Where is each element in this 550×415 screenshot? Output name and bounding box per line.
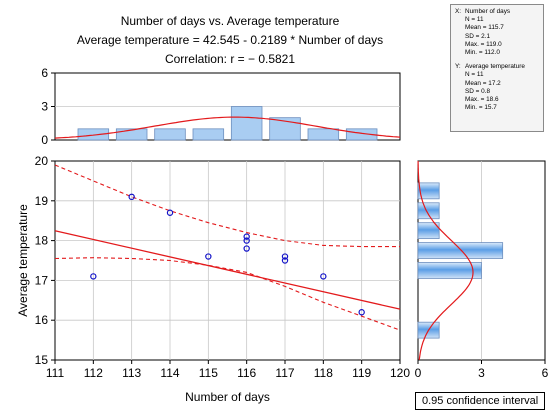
x-tick-label: 117	[275, 366, 294, 380]
x-tick-label: 112	[84, 366, 103, 380]
scatter-plot-frame	[54, 160, 401, 361]
right-histogram-bar	[417, 222, 440, 240]
ci-lower-band	[54, 257, 401, 331]
regression-equation: Average temperature = 42.545 - 0.2189 * …	[76, 33, 384, 47]
data-point	[243, 245, 250, 252]
x-stats-mean: Mean = 115.7	[465, 24, 504, 32]
regression-line	[54, 230, 401, 310]
top-histogram-ticks: 0 3 6	[41, 66, 55, 147]
y-tick-label: 18	[35, 234, 49, 248]
y-tick-label: 16	[35, 313, 49, 327]
top-histogram-bar	[307, 128, 340, 141]
x-stats-axis: X:	[455, 8, 462, 15]
data-point	[166, 209, 174, 216]
x-stats-n: N = 11	[465, 16, 484, 24]
y-axis-ticks: 15 16 17 18 19 20	[35, 154, 55, 367]
right-histogram-bar	[417, 202, 440, 220]
right-histogram-bar	[417, 242, 504, 259]
data-points	[90, 193, 365, 316]
right-tick-label: 0	[415, 366, 422, 380]
data-point	[243, 233, 250, 240]
top-histogram: 0 3 6	[41, 66, 401, 147]
data-point	[128, 193, 135, 201]
top-histogram-bar	[230, 106, 263, 141]
data-point	[358, 309, 365, 316]
top-histogram-bar	[77, 128, 110, 141]
right-histogram: 0 3 6	[415, 160, 549, 380]
right-histogram-bars	[417, 182, 504, 339]
top-tick-label: 0	[41, 133, 48, 147]
top-histogram-bar	[115, 128, 148, 141]
x-axis-ticks: 111 112 113 114 115 116 117 118 119 120	[46, 360, 410, 380]
x-tick-label: 116	[237, 366, 256, 380]
data-point	[90, 273, 97, 280]
top-tick-label: 3	[41, 100, 48, 114]
y-stats-mean: Mean = 17.2	[465, 79, 501, 87]
x-tick-label: 120	[390, 366, 410, 380]
data-point	[281, 253, 289, 260]
x-stats-sd: SD = 2.1	[465, 32, 491, 40]
right-histogram-bar	[417, 182, 440, 200]
right-tick-label: 6	[542, 366, 549, 380]
top-histogram-bars	[77, 106, 378, 141]
x-tick-label: 113	[122, 366, 141, 380]
x-tick-label: 119	[352, 366, 371, 380]
top-tick-label: 6	[41, 66, 48, 80]
scatter-plot: 111 112 113 114 115 116 117 118 119 120 151617181…	[16, 154, 410, 404]
y-stats-sd: SD = 0.8	[465, 87, 491, 95]
y-tick-label: 19	[35, 194, 49, 208]
x-tick-label: 111	[46, 366, 65, 380]
right-tick-label: 3	[478, 366, 485, 380]
x-stats-max: Max. = 119.0	[465, 40, 502, 48]
y-tick-label: 17	[35, 273, 49, 287]
y-tick-label: 15	[35, 353, 49, 367]
data-point	[320, 273, 327, 280]
right-histogram-bar	[417, 262, 482, 279]
ci-upper-band	[54, 164, 400, 248]
x-stats-name: Number of days	[465, 8, 511, 15]
x-axis-label: Number of days	[185, 390, 270, 404]
correlation-text: Correlation: r = − 0.5821	[164, 52, 296, 66]
top-histogram-bar	[192, 128, 225, 141]
top-histogram-bar	[345, 128, 378, 141]
scatter-plot-grid	[55, 161, 400, 360]
y-stats-max: Max. = 18.6	[465, 96, 499, 104]
y-stats-name: Average temperature	[465, 63, 525, 71]
top-normal-curve	[54, 116, 401, 139]
right-histogram-ticks: 0 3 6	[415, 360, 549, 380]
x-stats-min: Min. = 112.0	[465, 49, 500, 57]
data-point	[281, 257, 289, 264]
y-tick-label: 20	[35, 154, 49, 168]
data-point	[243, 237, 250, 244]
top-histogram-bar	[154, 128, 186, 141]
statistics-box: X: Number of days N = 11 Mean = 115.7 SD…	[450, 4, 544, 132]
x-tick-label: 118	[314, 366, 333, 380]
x-tick-label: 115	[199, 366, 218, 380]
y-stats-n: N = 11	[465, 71, 484, 79]
top-histogram-bar	[269, 117, 301, 141]
chart-title: Number of days vs. Average temperature	[120, 14, 340, 28]
y-stats-min: Min. = 15.7	[465, 104, 497, 112]
y-axis-label: Average temperature	[16, 204, 30, 317]
y-stats-axis: Y:	[455, 63, 461, 71]
right-normal-curve	[417, 161, 474, 361]
confidence-interval-legend: 0.95 confidence interval	[415, 392, 545, 410]
x-tick-label: 114	[160, 366, 179, 380]
data-point	[205, 253, 212, 260]
